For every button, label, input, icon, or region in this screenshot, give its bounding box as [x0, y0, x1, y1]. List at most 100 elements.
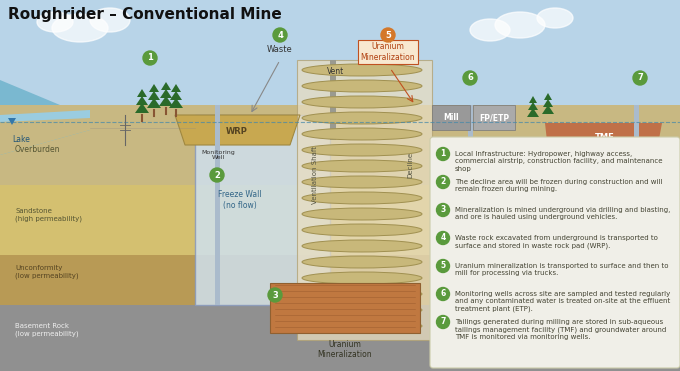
Polygon shape — [137, 89, 147, 97]
Text: 6: 6 — [467, 73, 473, 82]
Polygon shape — [135, 103, 149, 113]
Text: 5: 5 — [441, 262, 445, 270]
Ellipse shape — [302, 240, 422, 252]
Polygon shape — [147, 98, 161, 108]
Ellipse shape — [302, 272, 422, 284]
Text: 7: 7 — [637, 73, 643, 82]
Text: Waste: Waste — [267, 46, 293, 55]
Polygon shape — [160, 89, 172, 98]
Text: Uranium
Mineralization: Uranium Mineralization — [360, 42, 415, 62]
Ellipse shape — [495, 12, 545, 38]
Circle shape — [437, 315, 449, 328]
Bar — [0, 255, 680, 305]
Polygon shape — [175, 115, 300, 145]
Ellipse shape — [302, 208, 422, 220]
Text: Freeze Wall
(no flow): Freeze Wall (no flow) — [218, 190, 262, 210]
Text: TMF: TMF — [595, 132, 615, 141]
Ellipse shape — [537, 8, 573, 28]
Ellipse shape — [302, 144, 422, 156]
Text: Vent: Vent — [327, 68, 345, 76]
Text: Unconformity
(low permeability): Unconformity (low permeability) — [15, 265, 79, 279]
Text: Local Infrastructure: Hydropower, highway access,
commercial airstrip, construct: Local Infrastructure: Hydropower, highwa… — [455, 151, 662, 171]
Circle shape — [463, 71, 477, 85]
Text: Mill: Mill — [443, 114, 459, 122]
Text: 5: 5 — [385, 30, 391, 39]
Text: 2: 2 — [214, 171, 220, 180]
Text: Roughrider – Conventional Mine: Roughrider – Conventional Mine — [8, 7, 282, 22]
Text: WRP: WRP — [226, 128, 248, 137]
Polygon shape — [544, 93, 552, 100]
Ellipse shape — [302, 320, 422, 332]
Text: Monitoring wells across site are sampled and tested regularly
and any contaminat: Monitoring wells across site are sampled… — [455, 291, 670, 312]
Circle shape — [633, 71, 647, 85]
Circle shape — [437, 148, 449, 161]
Polygon shape — [136, 96, 148, 105]
Circle shape — [143, 51, 157, 65]
Ellipse shape — [302, 96, 422, 108]
Text: 1: 1 — [147, 53, 153, 62]
Bar — [432, 105, 470, 130]
Polygon shape — [528, 102, 538, 110]
Polygon shape — [169, 98, 183, 108]
Polygon shape — [159, 96, 173, 106]
Circle shape — [210, 168, 224, 182]
Text: The decline area will be frozen during construction and will
remain frozen durin: The decline area will be frozen during c… — [455, 179, 662, 192]
Ellipse shape — [302, 64, 422, 76]
Text: Uranium
Mineralization: Uranium Mineralization — [318, 340, 373, 359]
Circle shape — [268, 288, 282, 302]
Ellipse shape — [302, 224, 422, 236]
Text: 2: 2 — [441, 177, 445, 187]
Ellipse shape — [302, 288, 422, 300]
Bar — [297, 60, 432, 340]
Polygon shape — [535, 120, 672, 155]
Circle shape — [437, 232, 449, 244]
Polygon shape — [0, 80, 90, 155]
Circle shape — [381, 28, 395, 42]
Ellipse shape — [302, 160, 422, 172]
Bar — [634, 105, 639, 305]
Text: 7: 7 — [441, 318, 445, 326]
Text: FP/ETP: FP/ETP — [479, 114, 509, 122]
Bar — [473, 105, 515, 130]
Ellipse shape — [302, 304, 422, 316]
Polygon shape — [527, 108, 539, 117]
Bar — [0, 185, 680, 255]
Text: 3: 3 — [441, 206, 445, 214]
Text: 3: 3 — [272, 290, 278, 299]
Text: 4: 4 — [441, 233, 445, 243]
Text: Lake: Lake — [12, 135, 30, 144]
Text: Ventilation Shaft: Ventilation Shaft — [312, 146, 318, 204]
Polygon shape — [542, 105, 554, 114]
Text: Monitoring
Well: Monitoring Well — [201, 150, 235, 160]
Text: Mineralization is mined underground via drilling and blasting,
and ore is hauled: Mineralization is mined underground via … — [455, 207, 670, 220]
Ellipse shape — [52, 14, 108, 42]
Ellipse shape — [37, 12, 73, 32]
Circle shape — [273, 28, 287, 42]
Circle shape — [437, 288, 449, 301]
Text: Basement Rock
(low permeability): Basement Rock (low permeability) — [15, 323, 79, 337]
Text: Overburden: Overburden — [15, 145, 61, 154]
Text: 4: 4 — [277, 30, 283, 39]
Bar — [0, 105, 680, 185]
Polygon shape — [0, 105, 140, 155]
Polygon shape — [543, 99, 553, 107]
Ellipse shape — [302, 112, 422, 124]
Bar — [0, 305, 680, 371]
Polygon shape — [529, 96, 537, 103]
Circle shape — [437, 175, 449, 188]
Bar — [215, 105, 220, 305]
Text: Uranium mineralization is transported to surface and then to
mill for processing: Uranium mineralization is transported to… — [455, 263, 668, 276]
Bar — [270, 283, 420, 333]
Ellipse shape — [302, 256, 422, 268]
FancyBboxPatch shape — [430, 137, 680, 368]
Text: 1: 1 — [441, 150, 445, 158]
Ellipse shape — [302, 176, 422, 188]
Ellipse shape — [302, 80, 422, 92]
Polygon shape — [148, 91, 160, 100]
Text: 6: 6 — [441, 289, 445, 299]
Text: Decline: Decline — [407, 152, 413, 178]
Polygon shape — [0, 110, 90, 122]
Polygon shape — [170, 91, 182, 100]
Bar — [468, 105, 473, 305]
Bar — [195, 115, 330, 305]
